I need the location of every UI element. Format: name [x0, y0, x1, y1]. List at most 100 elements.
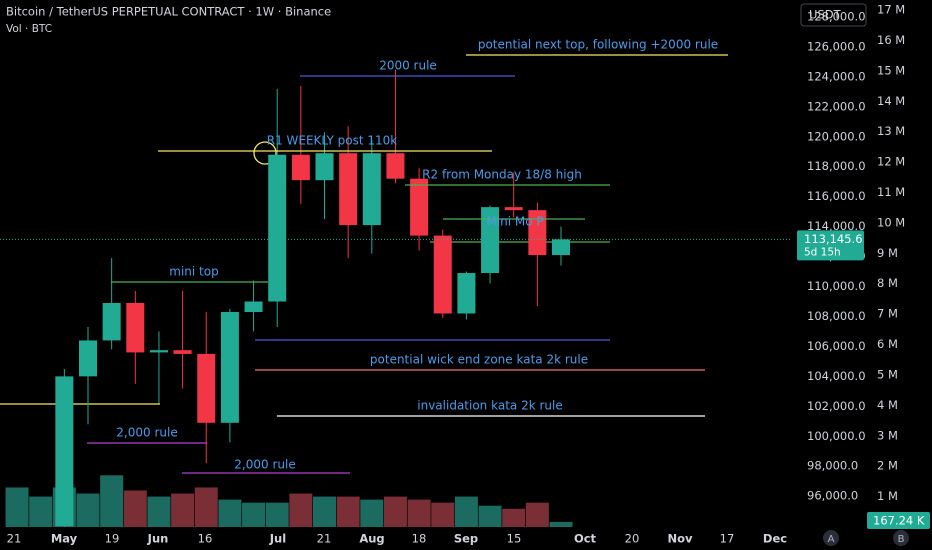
- candle-body: [481, 207, 500, 274]
- y2-tick-label: 9 M: [877, 246, 898, 260]
- volume-bar: [549, 521, 573, 527]
- x-tick-label: Jul: [269, 532, 286, 546]
- x-tick-label: Sep: [454, 532, 478, 546]
- volume-bar: [100, 475, 124, 527]
- y-tick-label: 106,000.0: [807, 339, 866, 353]
- x-tick-label: 21: [317, 532, 332, 546]
- volume-bar: [407, 499, 431, 527]
- x-tick-label: Nov: [667, 532, 693, 546]
- volume-bar: [76, 493, 100, 527]
- volume-bar: [147, 496, 171, 527]
- corner-button-label: A: [828, 534, 835, 545]
- x-tick-label: 19: [105, 532, 120, 546]
- y-tick-label: 116,000.0: [807, 189, 866, 203]
- corner-button[interactable]: [823, 530, 839, 546]
- candle-body: [102, 302, 121, 341]
- candle-body: [457, 273, 476, 314]
- y-tick-label: 118,000.0: [807, 159, 866, 173]
- y2-tick-label: 2 M: [877, 459, 898, 473]
- volume-bar: [431, 502, 455, 527]
- y2-tick-label: 6 M: [877, 337, 898, 351]
- annotation: R1 WEEKLY post 110k: [267, 134, 398, 148]
- annotation: 2000 rule: [379, 59, 437, 73]
- candle-body: [244, 301, 263, 312]
- y-tick-label: 102,000.0: [807, 399, 866, 413]
- last-price-label: 113,145.6: [804, 232, 863, 246]
- candle-body: [315, 153, 334, 181]
- x-tick-label: Jun: [147, 532, 169, 546]
- x-tick-label: 18: [412, 532, 427, 546]
- y-tick-label: 128,000.0: [807, 9, 866, 23]
- annotation: potential next top, following +2000 rule: [478, 38, 718, 52]
- volume-bar: [5, 487, 29, 527]
- y2-tick-label: 7 M: [877, 307, 898, 321]
- y2-tick-label: 13 M: [877, 124, 905, 138]
- candle-body: [220, 311, 239, 423]
- volume-bar: [454, 496, 478, 527]
- volume-bar: [289, 493, 313, 527]
- y-tick-label: 96,000.0: [807, 489, 858, 503]
- y-tick-label: 126,000.0: [807, 39, 866, 53]
- volume-bar: [336, 496, 360, 527]
- volume-bar: [313, 496, 336, 527]
- volume-bar: [525, 502, 549, 527]
- y-tick-label: 120,000.0: [807, 129, 866, 143]
- subtitle: Vol · BTC: [6, 23, 52, 35]
- countdown: 5d 15h: [804, 246, 841, 258]
- annotation: Mini Mo P: [486, 215, 543, 229]
- y2-tick-label: 12 M: [877, 155, 905, 169]
- x-tick-label: 20: [625, 532, 640, 546]
- y2-tick-label: 14 M: [877, 94, 905, 108]
- candle-body: [552, 239, 570, 256]
- volume-bar: [123, 490, 147, 527]
- y2-tick-label: 16 M: [877, 33, 905, 47]
- volume-bar: [265, 502, 289, 527]
- candle-body: [410, 178, 429, 236]
- last-price-tag: [797, 230, 864, 261]
- y2-tick-label: 5 M: [877, 367, 898, 381]
- y2-tick-label: 1 M: [877, 489, 898, 503]
- annotation: R2 from Monday 18/8 high: [422, 168, 582, 182]
- volume-bar: [360, 499, 384, 527]
- x-tick-label: 21: [7, 532, 22, 546]
- y-tick-label: 98,000.0: [807, 459, 858, 473]
- annotation: potential wick end zone kata 2k rule: [370, 353, 588, 367]
- chart-title: Bitcoin / TetherUS PERPETUAL CONTRACT · …: [6, 5, 331, 19]
- y2-tick-label: 10 M: [877, 215, 905, 229]
- candle-body: [386, 153, 405, 179]
- currency-button[interactable]: [800, 3, 867, 27]
- x-tick-label: Oct: [574, 532, 597, 546]
- candle-body: [79, 340, 97, 377]
- x-tick-label: Aug: [359, 532, 384, 546]
- volume-bar: [29, 496, 53, 527]
- candle-body: [126, 302, 145, 353]
- x-tick-label: 15: [507, 532, 522, 546]
- y-tick-label: 122,000.0: [807, 99, 866, 113]
- currency-label[interactable]: USDT: [809, 8, 842, 22]
- y-tick-label: 124,000.0: [807, 69, 866, 83]
- candle-body: [173, 350, 192, 354]
- candle-body: [55, 376, 74, 527]
- last-volume-tag: [867, 512, 930, 529]
- y2-tick-label: 17 M: [877, 3, 905, 17]
- y2-tick-label: 3 M: [877, 428, 898, 442]
- corner-button[interactable]: [893, 530, 909, 546]
- y-tick-label: 114,000.0: [807, 219, 866, 233]
- candle-body: [149, 350, 168, 353]
- volume-bar: [502, 508, 526, 527]
- annotation: mini top: [169, 265, 218, 279]
- annotation: invalidation kata 2k rule: [417, 399, 562, 413]
- volume-bar: [194, 487, 218, 527]
- y2-tick-label: 11 M: [877, 185, 905, 199]
- candle-body: [362, 153, 381, 226]
- candle-body: [268, 154, 287, 302]
- x-tick-label: May: [51, 532, 78, 546]
- x-tick-label: 16: [198, 532, 213, 546]
- y-tick-label: 104,000.0: [807, 369, 866, 383]
- plot-area: potential next top, following +2000 rule…: [0, 38, 792, 527]
- candle-body: [291, 154, 310, 181]
- annotation: 2,000 rule: [234, 458, 295, 472]
- volume-bar: [242, 502, 266, 527]
